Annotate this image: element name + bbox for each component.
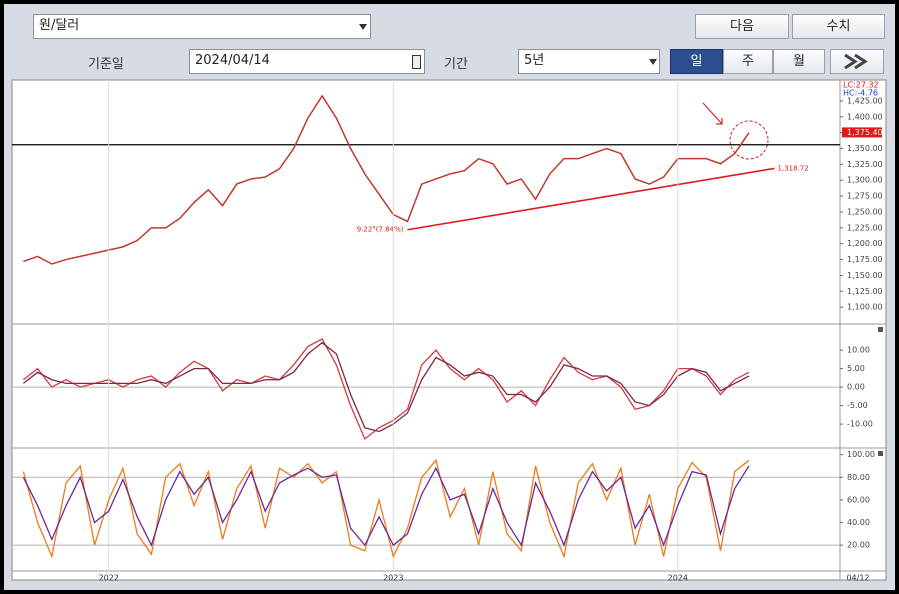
base-date-label: 기준일 [88, 57, 124, 72]
y-tick-label: 1,300.00 [847, 176, 883, 185]
y-tick-label: 40.00 [847, 518, 870, 527]
y-tick-label: 1,100.00 [847, 303, 883, 312]
y-tick-label: 1,200.00 [847, 239, 883, 248]
y-tick-label: 1,125.00 [847, 287, 883, 296]
y-tick-label: 1,275.00 [847, 192, 883, 201]
last-date-label: 04/12 [846, 574, 869, 583]
y-tick-label: 5.00 [847, 364, 865, 373]
y-tick-label: 1,225.00 [847, 223, 883, 232]
period-text: 5년 [524, 53, 545, 68]
values-button[interactable]: 수치 [792, 14, 885, 39]
x-tick-label: 2023 [383, 574, 403, 583]
y-tick-label: 0.00 [847, 383, 865, 392]
y-tick-label: 1,175.00 [847, 255, 883, 264]
series-line [22, 458, 750, 559]
panel-handle[interactable] [878, 451, 883, 456]
x-tick-label: 2022 [99, 574, 119, 583]
panel-handle[interactable] [878, 327, 883, 332]
period-label: 기간 [444, 57, 468, 72]
y-tick-label: 20.00 [847, 541, 870, 550]
y-tick-label: 1,250.00 [847, 207, 883, 216]
annotation-arrow [702, 102, 723, 125]
currency-select[interactable]: 원/달러 [33, 14, 371, 39]
x-tick-label: 2024 [668, 574, 688, 583]
date-text: 2024/04/14 [195, 53, 270, 68]
y-tick-label: 100.00 [847, 450, 875, 459]
y-tick-label: 1,425.00 [847, 96, 883, 105]
hc-label: HC:-4.76 [843, 89, 878, 98]
y-tick-label: -5.00 [847, 401, 868, 410]
series-line [22, 338, 750, 440]
series-line [22, 341, 750, 433]
last-price-label: 1,375.40 [847, 128, 883, 137]
expand-button[interactable] [830, 49, 884, 74]
y-tick-label: 1,400.00 [847, 112, 883, 121]
y-tick-label: 1,350.00 [847, 144, 883, 153]
calendar-icon[interactable] [412, 55, 421, 69]
date-input[interactable]: 2024/04/14 [189, 49, 425, 74]
y-tick-label: -10.00 [847, 420, 873, 429]
dropdown-arrow [649, 59, 657, 65]
y-tick-label: 1,150.00 [847, 271, 883, 280]
chevron-icon [844, 53, 868, 70]
next-button[interactable]: 다음 [695, 14, 789, 39]
y-tick-label: 60.00 [847, 495, 870, 504]
trend-line [407, 167, 775, 231]
trend-end-label: 1,318.72 [778, 164, 809, 172]
y-tick-label: 1,325.00 [847, 160, 883, 169]
currency-text: 원/달러 [39, 18, 80, 33]
annotation-circle [729, 120, 769, 160]
chart-area [11, 79, 887, 581]
last-price-box [842, 127, 882, 138]
day-button[interactable]: 일 [670, 49, 723, 74]
y-tick-label: 10.00 [847, 346, 870, 355]
lc-label: LC:27.32 [843, 81, 879, 90]
series-line [22, 465, 750, 548]
y-tick-label: 80.00 [847, 473, 870, 482]
dropdown-arrow [359, 24, 367, 30]
week-button[interactable]: 주 [723, 49, 773, 74]
series-line [23, 94, 750, 265]
low-label: 9.22°(7.84%) [357, 226, 404, 234]
month-button[interactable]: 월 [773, 49, 825, 74]
period-select[interactable]: 5년 [518, 49, 660, 74]
